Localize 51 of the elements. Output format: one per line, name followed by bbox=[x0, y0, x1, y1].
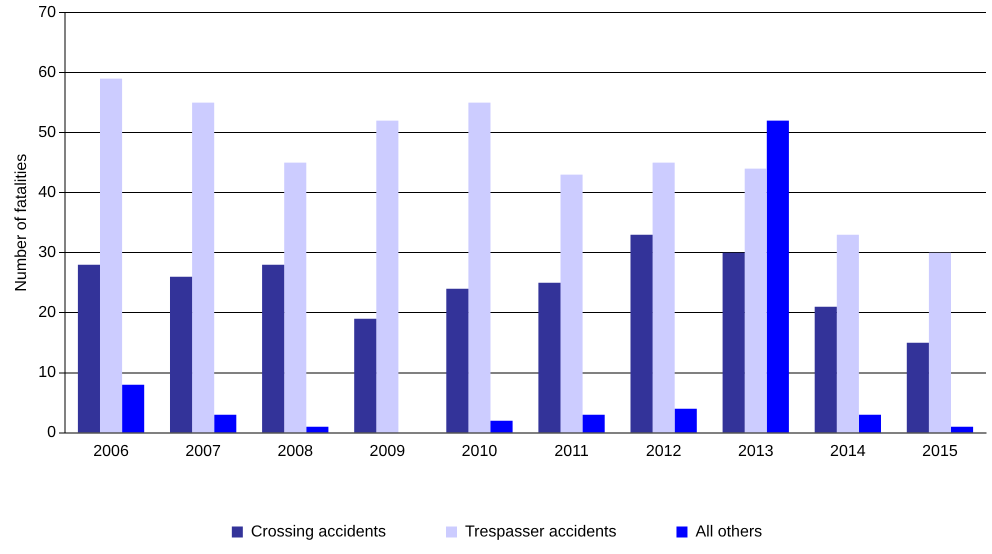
bar bbox=[766, 120, 789, 432]
bar bbox=[490, 420, 513, 432]
bar bbox=[814, 306, 837, 432]
x-tick-label: 2006 bbox=[93, 442, 129, 460]
y-tick-label: 20 bbox=[38, 304, 56, 322]
bar bbox=[928, 252, 951, 432]
y-tick-label: 40 bbox=[38, 184, 56, 202]
bar bbox=[674, 408, 697, 432]
bar bbox=[192, 102, 214, 432]
y-tick-label: 30 bbox=[38, 244, 56, 262]
bar bbox=[376, 120, 398, 432]
y-tick-label: 60 bbox=[38, 64, 56, 82]
bar bbox=[78, 264, 100, 432]
y-tick-label: 70 bbox=[38, 4, 56, 22]
bar bbox=[170, 276, 192, 432]
x-tick-label: 2013 bbox=[738, 442, 774, 460]
bar bbox=[538, 282, 560, 432]
bar bbox=[951, 426, 974, 432]
bar bbox=[468, 102, 490, 432]
x-tick-label: 2008 bbox=[277, 442, 314, 460]
x-tick-label: 2014 bbox=[830, 442, 866, 460]
x-tick-label: 2012 bbox=[646, 442, 682, 460]
bar bbox=[214, 414, 236, 432]
bar bbox=[284, 162, 306, 432]
bar bbox=[722, 252, 745, 432]
bar bbox=[836, 234, 859, 432]
x-tick-label: 2009 bbox=[370, 442, 406, 460]
x-tick-label: 2010 bbox=[462, 442, 498, 460]
legend-label: Trespasser accidents bbox=[465, 523, 616, 540]
bar bbox=[906, 342, 929, 432]
bar bbox=[652, 162, 675, 432]
y-tick-label: 0 bbox=[47, 424, 56, 442]
x-tick-label: 2011 bbox=[554, 442, 589, 460]
y-axis-title: Number of fatalities bbox=[13, 154, 30, 292]
bar bbox=[100, 78, 122, 432]
bar bbox=[354, 318, 376, 432]
bar bbox=[858, 414, 882, 432]
legend-label: Crossing accidents bbox=[250, 523, 386, 540]
bar bbox=[744, 168, 767, 432]
bar bbox=[306, 426, 328, 432]
bar bbox=[582, 414, 605, 432]
bar bbox=[262, 264, 284, 432]
legend-label: All others bbox=[695, 523, 762, 540]
bar bbox=[560, 174, 583, 432]
bar bbox=[630, 234, 653, 432]
y-tick-label: 50 bbox=[38, 124, 56, 142]
bar bbox=[446, 288, 468, 432]
y-tick-label: 10 bbox=[38, 364, 56, 382]
bar bbox=[122, 384, 144, 432]
x-tick-label: 2015 bbox=[922, 442, 958, 460]
x-tick-label: 2007 bbox=[185, 442, 222, 460]
